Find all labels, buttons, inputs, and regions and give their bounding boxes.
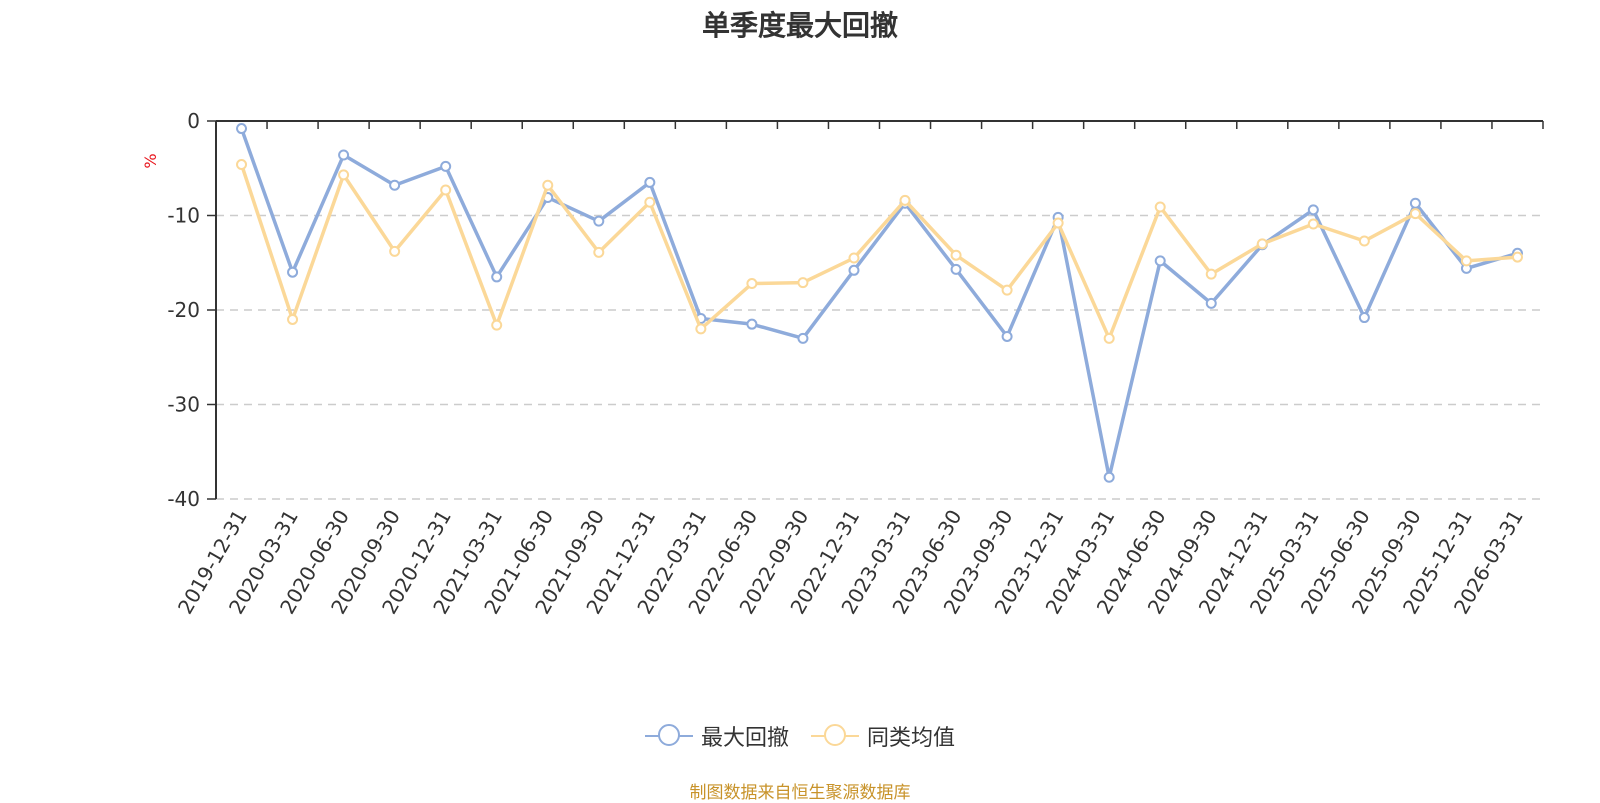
data-point	[848, 264, 860, 276]
data-point	[338, 149, 350, 161]
x-axis-ticks: 2019-12-312020-03-312020-06-302020-09-30…	[173, 121, 1544, 618]
data-point	[1358, 312, 1370, 324]
chart-title: 单季度最大回撤	[701, 9, 898, 42]
y-tick-label: -10	[167, 204, 200, 228]
data-point	[848, 252, 860, 264]
data-point	[797, 332, 809, 344]
data-point	[1409, 208, 1421, 220]
y-tick-label: -30	[167, 393, 200, 417]
legend-item[interactable]: 同类均值	[811, 720, 955, 752]
data-point	[1358, 235, 1370, 247]
legend: 最大回撤 同类均值	[0, 720, 1600, 752]
data-point	[1307, 204, 1319, 216]
data-point	[287, 313, 299, 325]
data-point	[644, 196, 656, 208]
data-point	[389, 179, 401, 191]
data-point	[1001, 330, 1013, 342]
data-point	[1001, 284, 1013, 296]
data-point	[338, 169, 350, 181]
data-point	[1154, 201, 1166, 213]
data-point	[440, 184, 452, 196]
series-2	[236, 158, 1523, 344]
data-source-note: 制图数据来自恒生聚源数据库	[689, 783, 911, 803]
data-point	[593, 215, 605, 227]
data-point	[389, 245, 401, 257]
data-point	[1307, 218, 1319, 230]
y-axis-label: %	[141, 153, 160, 168]
data-point	[1511, 251, 1523, 263]
legend-label: 最大回撤	[700, 726, 789, 751]
data-point	[287, 266, 299, 278]
data-point	[950, 249, 962, 261]
data-point	[1256, 238, 1268, 250]
series-group	[236, 123, 1523, 483]
data-point	[1103, 471, 1115, 483]
data-point	[491, 319, 503, 331]
data-point	[1460, 255, 1472, 267]
data-point	[440, 160, 452, 172]
legend-marker-icon	[811, 724, 859, 748]
legend-marker-icon	[644, 724, 693, 748]
legend-label: 同类均值	[867, 726, 956, 751]
line-chart: 0 -10 -20 -30 -40 2019-12-312020-03-312020-0…	[141, 109, 1544, 618]
data-point	[1154, 255, 1166, 267]
data-point	[1052, 217, 1064, 229]
data-point	[1103, 332, 1115, 344]
y-tick-label: 0	[187, 109, 200, 133]
data-point	[746, 278, 758, 290]
y-tick-label: -20	[167, 298, 200, 322]
series-line	[239, 127, 1518, 480]
data-point	[950, 263, 962, 275]
data-point	[1205, 268, 1217, 280]
data-point	[746, 318, 758, 330]
data-point	[236, 123, 248, 135]
data-point	[491, 271, 503, 283]
data-point	[644, 176, 656, 188]
data-point	[695, 323, 707, 335]
y-axis-ticks: 0 -10 -20 -30 -40	[167, 109, 216, 511]
series-line	[239, 163, 1518, 341]
data-point	[1409, 197, 1421, 209]
data-point	[797, 277, 809, 289]
data-point	[236, 158, 248, 170]
grid-lines	[216, 214, 1543, 500]
data-point	[1205, 297, 1217, 309]
y-tick-label: -40	[167, 487, 200, 511]
series-1	[236, 123, 1523, 483]
data-point	[899, 194, 911, 206]
legend-item[interactable]: 最大回撤	[644, 720, 789, 752]
data-point	[542, 179, 554, 191]
data-point	[593, 246, 605, 258]
